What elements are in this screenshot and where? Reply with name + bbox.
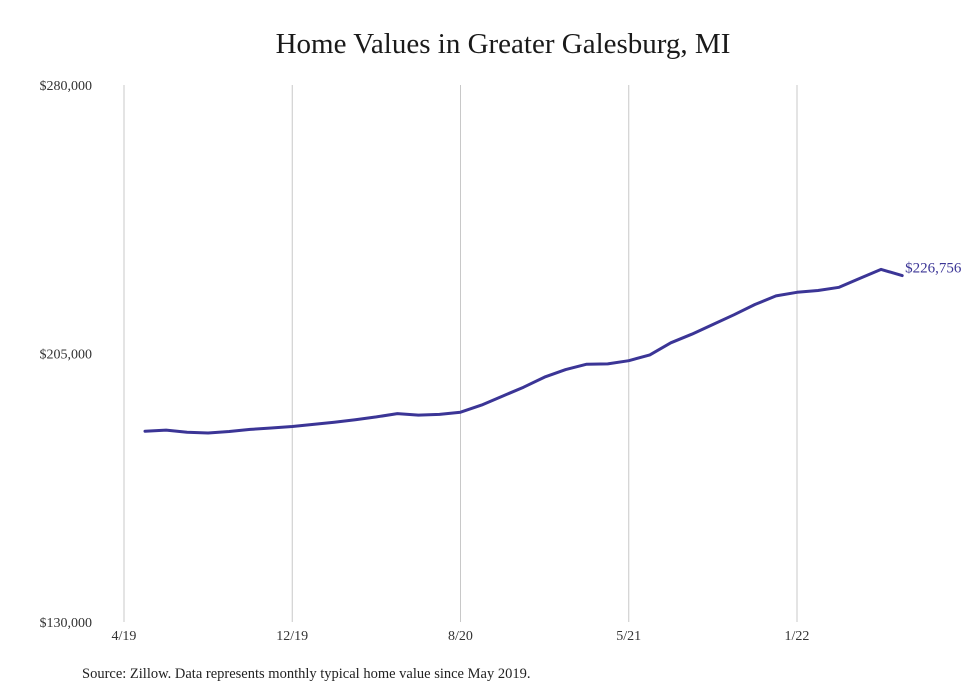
x-tick-label: 5/21 [616,629,641,644]
y-axis-tick-labels: $130,000 $205,000 $280,000 [40,79,93,631]
x-tick-label: 1/22 [785,629,810,644]
y-tick-label: $280,000 [40,79,93,94]
series-layer [143,267,904,435]
end-value-label-layer: $226,756 [905,261,962,277]
x-tick-label: 12/19 [276,629,308,644]
y-tick-label: $130,000 [40,616,93,631]
source-note: Source: Zillow. Data represents monthly … [82,666,531,682]
x-tick-label: 4/19 [112,629,137,644]
x-axis-tick-labels: 4/19 12/19 8/20 5/21 1/22 [112,629,810,644]
end-value-label: $226,756 [905,261,962,277]
home-value-series-line [143,267,904,435]
y-tick-label: $205,000 [40,348,93,363]
chart-title: Home Values in Greater Galesburg, MI [275,28,731,60]
x-tick-label: 8/20 [448,629,473,644]
grid-lines [123,85,798,622]
